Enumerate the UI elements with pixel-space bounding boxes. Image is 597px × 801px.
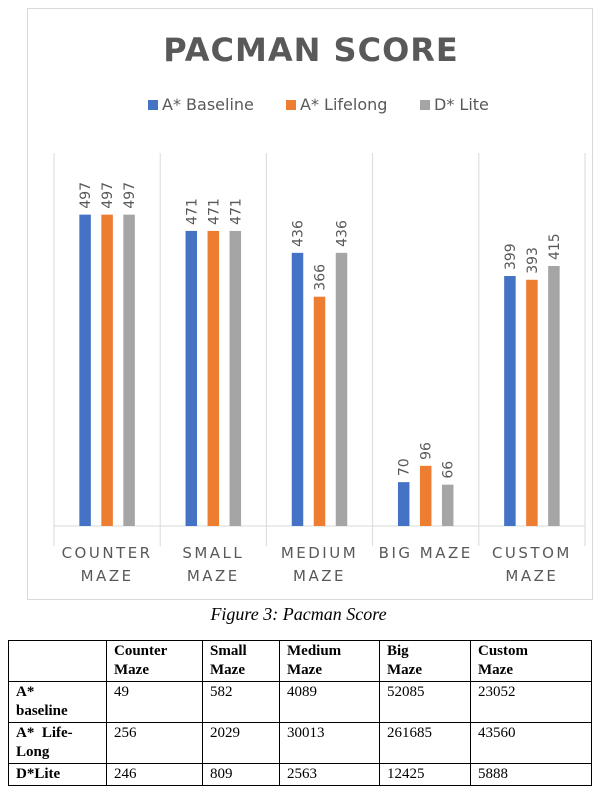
row-label: A* Life- Long [8,722,107,764]
bar [123,214,135,526]
x-tick-label: SMALL [182,544,244,562]
legend-label: D* Lite [434,95,489,114]
data-label: 471 [184,198,200,225]
table-header-cell: Counter Maze [106,640,203,682]
x-tick-label: BIG MAZE [379,544,473,562]
data-label: 399 [503,243,519,270]
table-header-cell [8,640,107,682]
bar [441,484,454,526]
x-tick-label: MAZE [293,567,346,585]
bar [548,266,560,526]
score-table: Counter Maze Small Maze Medium Maze Big Maze… [8,640,592,786]
data-label: 366 [313,264,329,291]
legend-swatch [148,100,158,110]
row-label: D*Lite [8,763,107,786]
table-cell: 809 [202,763,280,786]
x-tick-label: MAZE [187,567,240,585]
chart-title: PACMAN SCORE [163,31,459,69]
table-cell: 49 [106,681,203,723]
table-cell: 246 [106,763,203,786]
bar [419,465,432,526]
table-cell: 5888 [470,763,592,786]
table-row: A* baseline 49 582 4089 52085 23052 [8,681,592,723]
x-tick-label: COUNTER [62,544,153,562]
data-label: 497 [122,182,138,209]
x-tick-label: MEDIUM [281,544,358,562]
bar [185,230,198,526]
table-cell: 2563 [279,763,380,786]
table-header-cell: Medium Maze [279,640,380,682]
data-label: 415 [547,233,563,260]
x-tick-label: CUSTOM [492,544,572,562]
data-label: 497 [78,182,94,209]
x-tick-label: MAZE [505,567,558,585]
data-label: 393 [525,247,541,274]
legend-label: A* Baseline [162,95,254,114]
figure-caption: Figure 3: Pacman Score [210,604,387,624]
bar [207,230,220,526]
bar [526,279,538,526]
legend-swatch [420,100,430,110]
table-cell: 261685 [379,722,471,764]
data-label: 471 [206,198,222,225]
data-label: 96 [419,442,435,460]
table-cell: 12425 [379,763,471,786]
table-cell: 256 [106,722,203,764]
table-cell: 23052 [470,681,592,723]
legend-swatch [286,100,296,110]
data-label: 471 [228,198,244,225]
data-label: 66 [441,461,457,479]
table-header-row: Counter Maze Small Maze Medium Maze Big Maze… [8,640,592,682]
x-tick-label: MAZE [81,567,134,585]
table-cell: 30013 [279,722,380,764]
data-label: 436 [291,220,307,247]
table-cell: 4089 [279,681,380,723]
table-header-cell: Big Maze [379,640,471,682]
data-label: 497 [100,182,116,209]
bar [335,252,348,526]
bar [291,252,304,526]
table-cell: 2029 [202,722,280,764]
table-cell: 52085 [379,681,471,723]
bar [229,230,242,526]
table-row: D*Lite 246 809 2563 12425 5888 [8,763,592,786]
table-row: A* Life- Long 256 2029 30013 261685 43560 [8,722,592,764]
bar [313,296,326,526]
table-header-cell: Custom Maze [470,640,592,682]
bar-chart: PACMAN SCORE A* Baseline A* Lifelong D* Lit… [53,31,586,585]
row-label: A* baseline [8,681,107,723]
table-cell: 43560 [470,722,592,764]
bar [397,482,410,526]
chart-frame: PACMAN SCORE A* Baseline A* Lifelong D* Lit… [27,8,593,600]
data-label: 436 [335,220,351,247]
table-header-cell: Small Maze [202,640,280,682]
bar [504,276,516,526]
table-cell: 582 [202,681,280,723]
bar [101,214,113,526]
data-label: 70 [397,458,413,476]
bar [79,214,91,526]
legend-label: A* Lifelong [300,95,387,114]
